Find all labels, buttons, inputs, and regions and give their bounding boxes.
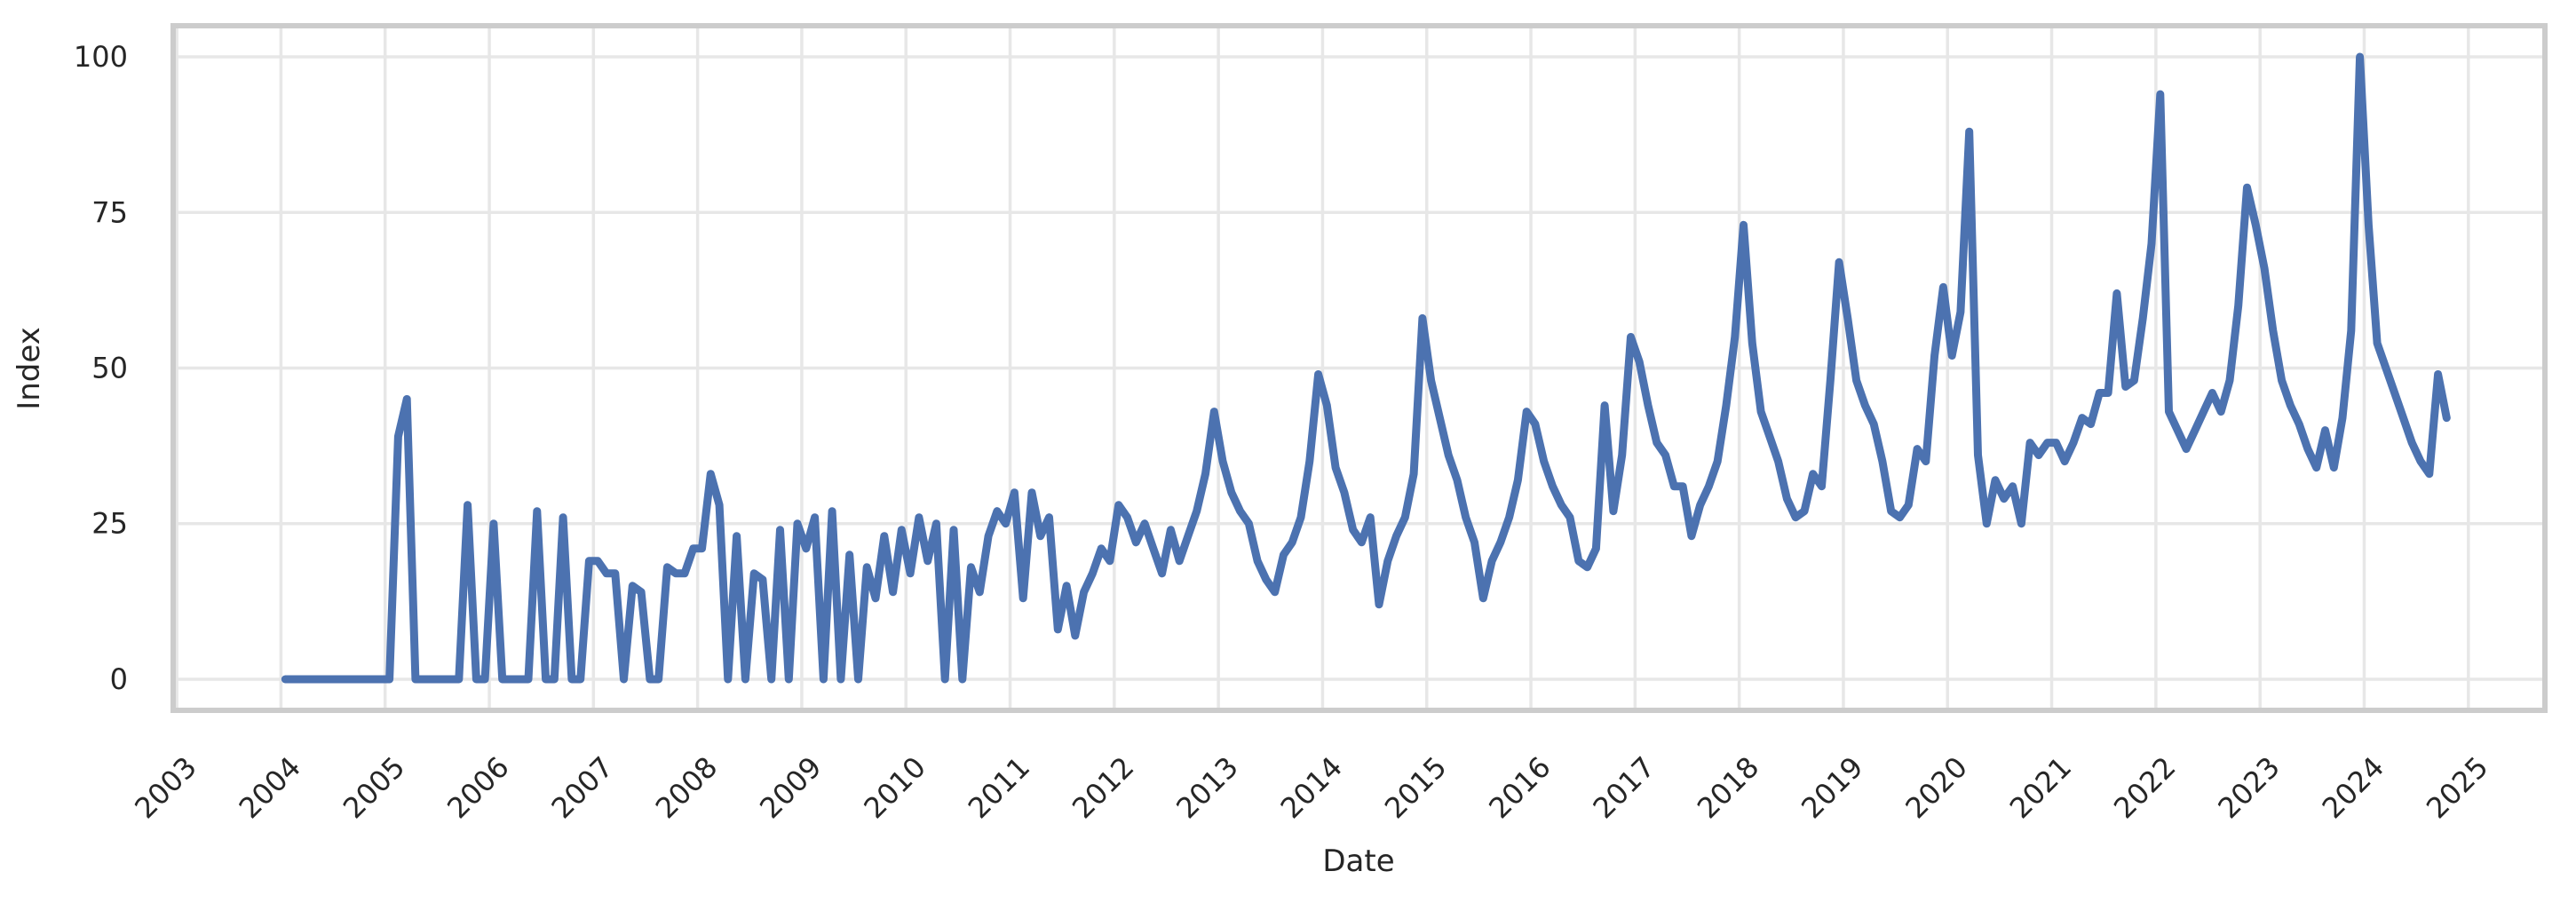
x-tick-label: 2004 (233, 750, 307, 825)
y-tick-label: 75 (91, 195, 128, 229)
x-tick-label: 2019 (1795, 750, 1869, 825)
y-tick-label: 50 (91, 352, 128, 385)
x-tick-label: 2006 (440, 750, 515, 825)
x-tick-label: 2010 (857, 750, 931, 825)
tick-layer: 0 25 50 75 100 2003 2004 2005 2006 2007 2008 2009 20… (74, 40, 2495, 825)
x-tick-label: 2015 (1378, 750, 1453, 825)
y-tick-label: 0 (110, 662, 128, 696)
x-tick-label: 2024 (2316, 750, 2390, 825)
x-tick-label: 2011 (962, 750, 1036, 825)
x-tick-label: 2021 (2003, 750, 2078, 825)
x-tick-label: 2012 (1066, 750, 1140, 825)
x-tick-label: 2023 (2211, 750, 2286, 825)
axes-frame (170, 23, 2548, 713)
x-tick-label: 2007 (545, 750, 620, 825)
x-tick-label: 2025 (2420, 750, 2494, 825)
y-tick-label: 100 (74, 40, 128, 74)
x-tick-label: 2014 (1274, 750, 1349, 825)
x-tick-label: 2018 (1691, 750, 1765, 825)
x-tick-label: 2020 (1898, 750, 1973, 825)
x-axis-title: Date (1322, 844, 1394, 879)
x-tick-label: 2003 (128, 750, 202, 825)
x-tick-label: 2017 (1587, 750, 1661, 825)
x-tick-label: 2016 (1482, 750, 1557, 825)
x-tick-label: 2008 (649, 750, 724, 825)
y-tick-label: 25 (91, 507, 128, 541)
x-tick-label: 2005 (337, 750, 411, 825)
x-tick-label: 2022 (2107, 750, 2182, 825)
x-tick-label: 2009 (753, 750, 828, 825)
index-trend-line (281, 52, 2451, 684)
x-tick-label: 2013 (1169, 750, 1244, 825)
y-axis-title: Index (12, 327, 47, 410)
